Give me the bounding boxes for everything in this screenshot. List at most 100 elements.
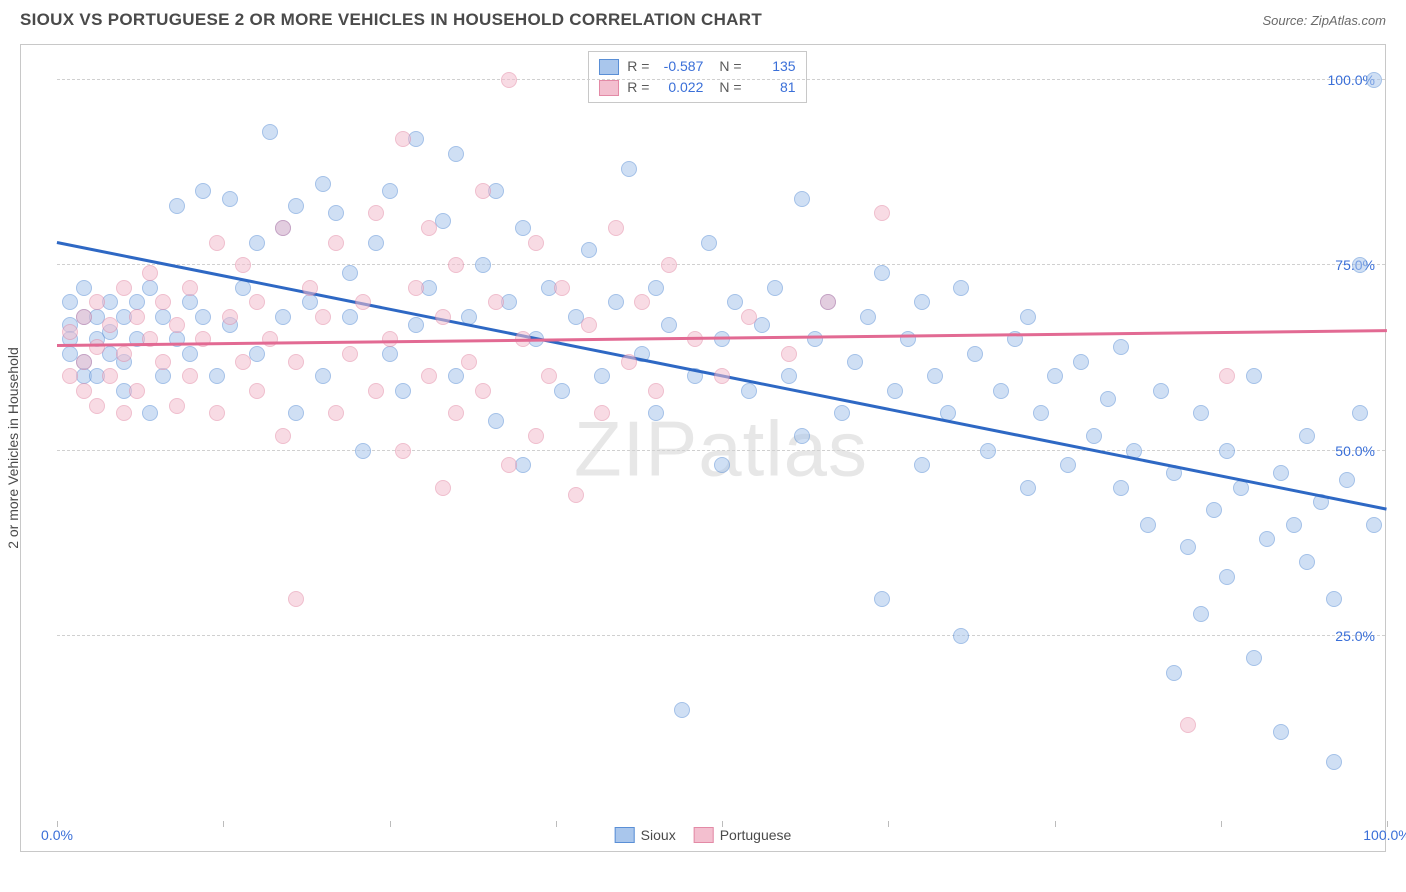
data-point [142, 280, 158, 296]
data-point [1352, 405, 1368, 421]
n-value: 81 [750, 77, 796, 98]
data-point [953, 628, 969, 644]
data-point [914, 294, 930, 310]
x-tick-label: 0.0% [41, 827, 73, 843]
data-point [62, 368, 78, 384]
data-point [554, 280, 570, 296]
n-label: N = [719, 77, 741, 98]
data-point [275, 309, 291, 325]
data-point [315, 309, 331, 325]
data-point [169, 398, 185, 414]
r-value: 0.022 [657, 77, 703, 98]
series-legend: Sioux Portuguese [615, 827, 792, 843]
data-point [155, 294, 171, 310]
data-point [182, 346, 198, 362]
legend-item: Portuguese [694, 827, 792, 843]
data-point [874, 591, 890, 607]
data-point [887, 383, 903, 399]
data-point [408, 280, 424, 296]
data-point [368, 205, 384, 221]
data-point [953, 280, 969, 296]
data-point [235, 354, 251, 370]
data-point [648, 280, 664, 296]
data-point [1326, 591, 1342, 607]
data-point [222, 309, 238, 325]
data-point [1246, 368, 1262, 384]
data-point [528, 235, 544, 251]
data-point [1060, 457, 1076, 473]
n-value: 135 [750, 56, 796, 77]
data-point [1180, 717, 1196, 733]
data-point [701, 235, 717, 251]
data-point [368, 383, 384, 399]
data-point [355, 443, 371, 459]
x-tick [556, 821, 557, 827]
data-point [727, 294, 743, 310]
data-point [1206, 502, 1222, 518]
data-point [102, 317, 118, 333]
data-point [634, 294, 650, 310]
data-point [1100, 391, 1116, 407]
data-point [860, 309, 876, 325]
x-tick [888, 821, 889, 827]
data-point [541, 368, 557, 384]
data-point [714, 457, 730, 473]
data-point [1113, 480, 1129, 496]
data-point [182, 294, 198, 310]
data-point [195, 309, 211, 325]
data-point [581, 242, 597, 258]
data-point [275, 220, 291, 236]
data-point [288, 405, 304, 421]
data-point [1073, 354, 1089, 370]
data-point [102, 368, 118, 384]
data-point [767, 280, 783, 296]
data-point [395, 131, 411, 147]
data-point [1219, 368, 1235, 384]
plot-area: ZIPatlas R =-0.587N =135R =0.022N =81 25… [57, 45, 1385, 821]
data-point [648, 405, 664, 421]
data-point [594, 405, 610, 421]
data-point [1299, 554, 1315, 570]
x-tick [1055, 821, 1056, 827]
gridline [57, 635, 1385, 636]
data-point [328, 205, 344, 221]
source-attribution: Source: ZipAtlas.com [1262, 13, 1386, 28]
data-point [874, 265, 890, 281]
data-point [515, 220, 531, 236]
data-point [209, 368, 225, 384]
data-point [116, 405, 132, 421]
data-point [1219, 569, 1235, 585]
data-point [249, 383, 265, 399]
data-point [714, 331, 730, 347]
data-point [249, 294, 265, 310]
x-tick [223, 821, 224, 827]
data-point [741, 309, 757, 325]
data-point [967, 346, 983, 362]
data-point [448, 257, 464, 273]
data-point [62, 324, 78, 340]
data-point [594, 368, 610, 384]
data-point [129, 309, 145, 325]
data-point [89, 398, 105, 414]
data-point [461, 354, 477, 370]
data-point [501, 72, 517, 88]
data-point [1352, 257, 1368, 273]
data-point [395, 443, 411, 459]
legend-label: Sioux [641, 827, 676, 843]
data-point [993, 383, 1009, 399]
data-point [342, 265, 358, 281]
r-label: R = [627, 77, 649, 98]
data-point [1193, 405, 1209, 421]
data-point [328, 235, 344, 251]
data-point [1273, 465, 1289, 481]
data-point [142, 265, 158, 281]
data-point [794, 428, 810, 444]
data-point [1140, 517, 1156, 533]
data-point [1366, 72, 1382, 88]
data-point [847, 354, 863, 370]
data-point [116, 280, 132, 296]
data-point [1047, 368, 1063, 384]
data-point [1153, 383, 1169, 399]
data-point [927, 368, 943, 384]
data-point [382, 346, 398, 362]
